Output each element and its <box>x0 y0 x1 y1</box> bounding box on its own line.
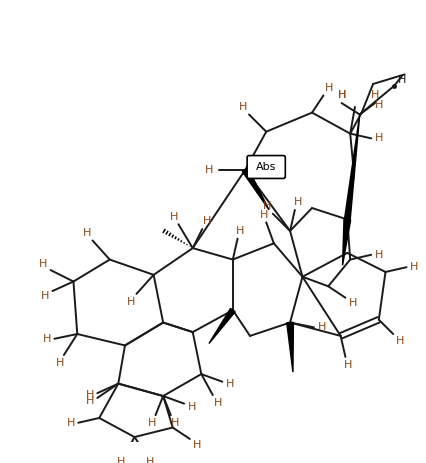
Text: H: H <box>317 322 326 332</box>
Text: H: H <box>170 418 179 428</box>
FancyBboxPatch shape <box>247 156 285 178</box>
Text: H: H <box>170 212 178 222</box>
Text: H: H <box>193 440 201 450</box>
Text: H: H <box>205 165 213 175</box>
Polygon shape <box>345 114 360 220</box>
Text: H: H <box>226 379 234 388</box>
Text: H: H <box>337 90 346 100</box>
Text: H: H <box>371 90 379 100</box>
Text: H: H <box>374 100 383 110</box>
Text: H: H <box>294 197 302 207</box>
Text: H: H <box>147 418 156 428</box>
Text: H: H <box>40 291 49 301</box>
Text: H: H <box>39 259 47 269</box>
Polygon shape <box>242 168 269 210</box>
Text: H: H <box>86 396 94 406</box>
Text: H: H <box>396 336 404 346</box>
Text: H: H <box>410 262 418 272</box>
Polygon shape <box>209 308 235 344</box>
Text: H: H <box>86 390 94 400</box>
Text: H: H <box>239 102 248 112</box>
Text: H: H <box>56 357 64 368</box>
Text: Abs: Abs <box>256 162 276 172</box>
Text: H: H <box>146 457 154 463</box>
Text: H: H <box>397 75 406 85</box>
Text: H: H <box>43 334 51 344</box>
Text: H: H <box>374 250 383 260</box>
Text: H: H <box>338 90 347 100</box>
Text: H: H <box>263 201 271 211</box>
Text: H: H <box>214 398 223 408</box>
Polygon shape <box>343 219 351 265</box>
Text: H: H <box>236 226 245 236</box>
Text: H: H <box>127 296 135 307</box>
Text: H: H <box>203 216 211 226</box>
Text: H: H <box>66 418 75 428</box>
Text: H: H <box>117 457 125 463</box>
Text: H: H <box>260 210 268 220</box>
Text: H: H <box>374 133 383 144</box>
Text: H: H <box>187 402 196 413</box>
Text: H: H <box>344 360 352 369</box>
Text: H: H <box>325 83 334 93</box>
Polygon shape <box>287 322 294 372</box>
Text: H: H <box>349 299 357 308</box>
Text: H: H <box>83 228 91 238</box>
